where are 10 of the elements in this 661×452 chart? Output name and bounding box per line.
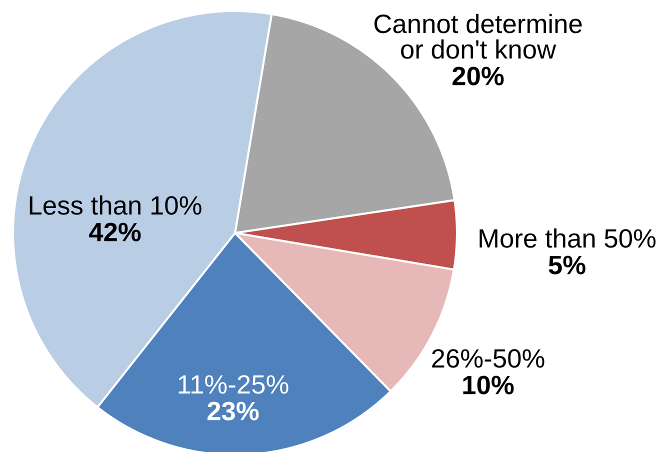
data-label: 42% <box>88 222 141 242</box>
slice-label: 11%-25% <box>178 375 288 394</box>
slice-label: Less than 10% <box>30 195 202 215</box>
data-label: 23% <box>208 402 259 420</box>
data-label: 10% <box>463 376 514 394</box>
data-label: 20% <box>452 66 504 86</box>
slice-label: 26%-50% <box>432 349 544 368</box>
slice-label: Cannot determine or don't know <box>374 14 582 59</box>
data-label: 5% <box>548 256 586 274</box>
slice-label: More than 50% <box>480 228 656 248</box>
